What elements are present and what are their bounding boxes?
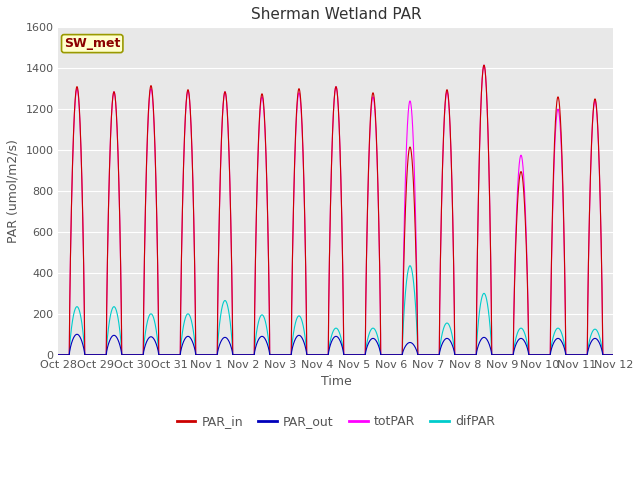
- Title: Sherman Wetland PAR: Sherman Wetland PAR: [251, 7, 421, 22]
- difPAR: [54, 352, 62, 358]
- totPAR: [609, 352, 617, 358]
- PAR_out: [430, 352, 438, 358]
- PAR_out: [609, 352, 616, 358]
- Line: PAR_out: PAR_out: [58, 334, 613, 355]
- totPAR: [492, 352, 500, 358]
- PAR_out: [461, 352, 468, 358]
- difPAR: [609, 352, 616, 358]
- PAR_in: [54, 352, 62, 358]
- difPAR: [492, 352, 500, 358]
- Text: SW_met: SW_met: [64, 37, 120, 50]
- difPAR: [461, 352, 468, 358]
- PAR_out: [73, 331, 81, 337]
- totPAR: [429, 352, 437, 358]
- PAR_out: [316, 352, 323, 358]
- difPAR: [430, 352, 438, 358]
- PAR_out: [154, 349, 162, 355]
- totPAR: [460, 352, 468, 358]
- PAR_out: [609, 352, 617, 358]
- totPAR: [154, 297, 162, 303]
- PAR_in: [460, 352, 468, 358]
- PAR_in: [609, 352, 617, 358]
- PAR_in: [316, 352, 323, 358]
- Line: totPAR: totPAR: [58, 65, 613, 355]
- PAR_in: [154, 297, 162, 302]
- X-axis label: Time: Time: [321, 375, 351, 388]
- PAR_in: [480, 62, 488, 68]
- difPAR: [316, 352, 323, 358]
- difPAR: [406, 263, 414, 269]
- totPAR: [316, 352, 323, 358]
- Legend: PAR_in, PAR_out, totPAR, difPAR: PAR_in, PAR_out, totPAR, difPAR: [172, 410, 500, 433]
- PAR_in: [609, 352, 616, 358]
- Y-axis label: PAR (umol/m2/s): PAR (umol/m2/s): [7, 139, 20, 243]
- Line: PAR_in: PAR_in: [58, 65, 613, 355]
- totPAR: [480, 62, 488, 68]
- PAR_in: [429, 352, 437, 358]
- Line: difPAR: difPAR: [58, 266, 613, 355]
- PAR_out: [492, 352, 500, 358]
- PAR_out: [54, 352, 62, 358]
- PAR_in: [492, 352, 500, 358]
- difPAR: [154, 344, 162, 349]
- totPAR: [609, 352, 616, 358]
- totPAR: [54, 352, 62, 358]
- difPAR: [609, 352, 617, 358]
